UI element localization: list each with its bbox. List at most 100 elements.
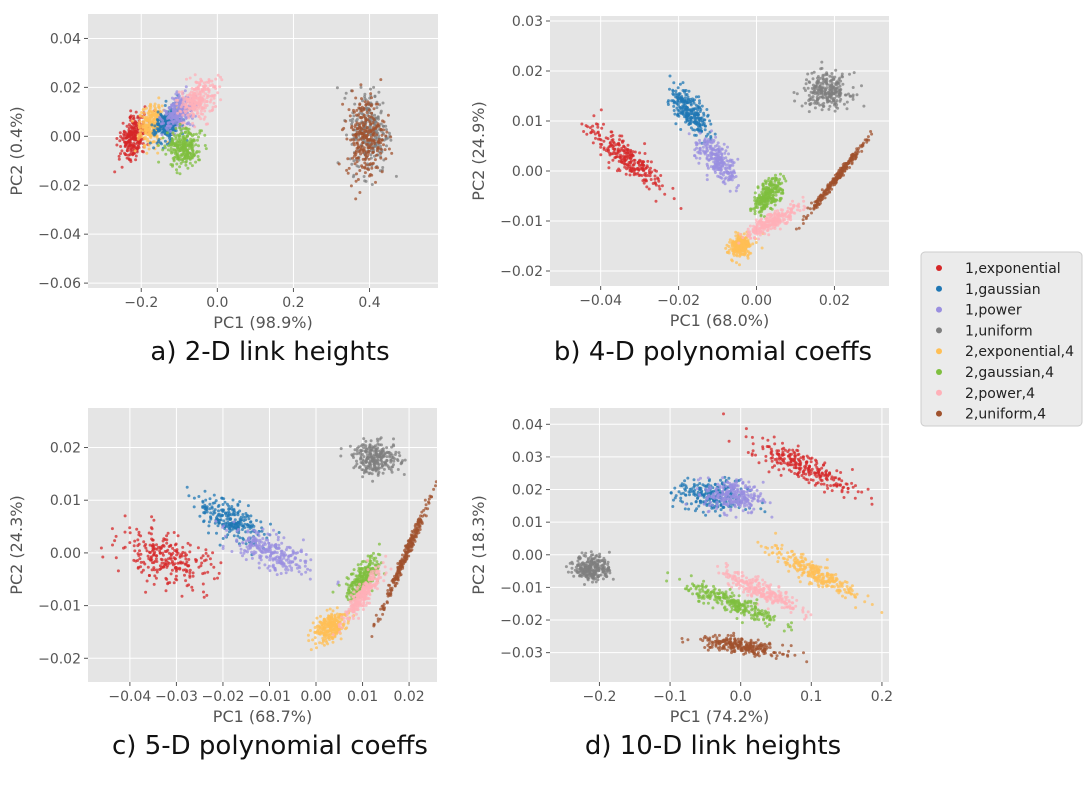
point-1-uniform — [834, 68, 838, 72]
point-2-power-4 — [746, 227, 750, 231]
point-2-uniform-4 — [371, 150, 375, 154]
point-1-exponential — [168, 581, 172, 585]
point-1-power — [221, 547, 225, 550]
point-1-gaussian — [162, 129, 166, 133]
point-2-uniform-4 — [850, 162, 854, 166]
point-2-power-4 — [194, 80, 198, 84]
point-1-gaussian — [208, 507, 212, 511]
point-2-uniform-4 — [842, 166, 846, 170]
point-2-uniform-4 — [346, 171, 350, 175]
point-1-exponential — [654, 183, 658, 187]
point-2-power-4 — [796, 208, 799, 212]
point-1-exponential — [592, 114, 596, 118]
y-tick-label: −0.02 — [500, 264, 543, 280]
point-2-uniform-4 — [379, 156, 383, 160]
point-2-uniform-4 — [363, 130, 367, 134]
point-1-uniform — [844, 93, 848, 97]
point-1-gaussian — [701, 119, 705, 123]
point-2-power-4 — [216, 73, 220, 77]
y-tick-label: −0.02 — [38, 178, 81, 194]
point-1-exponential — [202, 590, 205, 594]
point-2-gaussian-4 — [187, 131, 191, 135]
point-1-gaussian — [236, 520, 240, 524]
point-2-gaussian-4 — [781, 191, 785, 195]
point-2-uniform-4 — [821, 197, 825, 201]
point-1-power — [250, 556, 254, 560]
point-2-uniform-4 — [348, 114, 352, 118]
point-2-uniform-4 — [368, 163, 372, 167]
point-2-gaussian-4 — [755, 199, 759, 203]
point-2-uniform-4 — [361, 141, 365, 145]
point-1-power — [266, 566, 270, 570]
point-1-power — [188, 123, 192, 127]
point-1-power — [726, 171, 730, 174]
point-2-uniform-4 — [848, 166, 851, 169]
point-2-power-4 — [197, 87, 201, 91]
point-1-exponential — [165, 534, 169, 538]
point-1-power — [257, 534, 261, 538]
point-1-uniform — [384, 128, 388, 132]
point-2-uniform-4 — [379, 147, 383, 151]
point-2-uniform-4 — [833, 173, 837, 177]
point-1-gaussian — [217, 512, 221, 516]
point-1-power — [716, 158, 720, 162]
point-1-power — [699, 151, 703, 155]
point-1-uniform — [836, 86, 840, 90]
point-2-power-4 — [772, 221, 776, 225]
point-2-uniform-4 — [832, 180, 836, 183]
point-1-exponential — [132, 544, 136, 548]
point-1-gaussian — [705, 108, 709, 111]
point-1-exponential — [130, 149, 134, 153]
point-1-power — [251, 544, 255, 548]
point-1-exponential — [127, 132, 131, 136]
point-2-power-4 — [203, 100, 207, 104]
point-2-exponential-4 — [145, 151, 149, 155]
point-1-exponential — [173, 566, 177, 570]
point-2-uniform-4 — [852, 154, 856, 158]
point-1-power — [162, 121, 165, 125]
point-2-uniform-4 — [367, 157, 371, 161]
point-2-power-4 — [193, 87, 196, 91]
point-1-exponential — [165, 541, 169, 545]
point-1-power — [160, 133, 164, 137]
x-tick-label: −0.04 — [579, 293, 622, 309]
point-1-uniform — [800, 104, 804, 108]
point-1-gaussian — [678, 82, 682, 86]
point-2-uniform-4 — [367, 108, 371, 112]
point-2-gaussian-4 — [178, 172, 182, 176]
point-1-power — [697, 161, 701, 165]
point-2-power-4 — [176, 111, 180, 115]
point-1-exponential — [172, 531, 176, 534]
point-1-exponential — [123, 140, 126, 144]
point-1-exponential — [660, 184, 664, 188]
point-1-exponential — [203, 559, 206, 563]
point-2-power-4 — [197, 114, 201, 118]
point-2-uniform-4 — [376, 146, 380, 150]
point-2-power-4 — [203, 106, 207, 110]
point-2-power-4 — [199, 117, 203, 121]
point-1-power — [720, 147, 724, 151]
point-2-exponential-4 — [137, 133, 141, 137]
point-2-uniform-4 — [355, 127, 359, 131]
point-1-exponential — [114, 534, 118, 538]
point-2-exponential-4 — [727, 249, 731, 252]
point-2-power-4 — [179, 105, 183, 109]
point-1-exponential — [205, 593, 209, 597]
point-1-exponential — [176, 534, 180, 538]
point-2-uniform-4 — [367, 131, 370, 135]
point-1-exponential — [201, 572, 205, 576]
point-1-gaussian — [216, 520, 220, 524]
point-1-power — [264, 548, 268, 552]
point-2-uniform-4 — [801, 222, 805, 225]
point-1-exponential — [212, 577, 216, 581]
y-tick-label: −0.01 — [500, 214, 543, 230]
point-1-uniform — [384, 124, 388, 128]
point-2-uniform-4 — [830, 187, 834, 191]
point-2-uniform-4 — [870, 132, 874, 136]
point-1-exponential — [144, 543, 148, 546]
point-1-gaussian — [163, 118, 167, 122]
point-1-uniform — [833, 89, 837, 93]
point-1-exponential — [599, 108, 603, 112]
point-2-gaussian-4 — [183, 155, 187, 159]
point-2-power-4 — [210, 94, 214, 98]
